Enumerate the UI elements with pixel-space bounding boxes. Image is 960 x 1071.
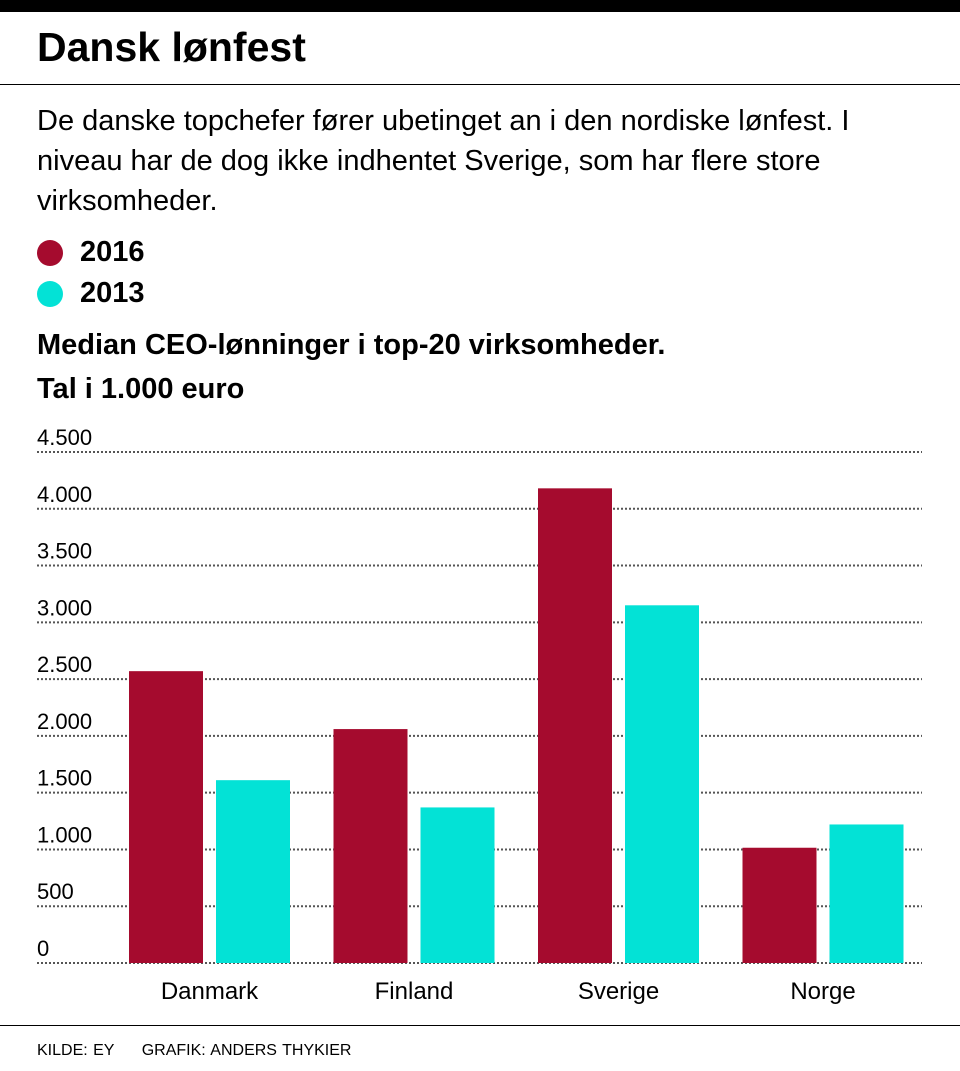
credit: GRAFIK: ANDERS THYKIER (141, 1042, 352, 1059)
page-title: Dansk lønfest (37, 24, 306, 70)
y-tick-label: 0 (37, 936, 49, 961)
x-tick-label: Finland (375, 978, 454, 1005)
bar-2016-norge (742, 847, 817, 963)
y-tick-label: 3.500 (37, 539, 92, 564)
x-tick-label: Norge (790, 978, 855, 1005)
chart-title: Median CEO-lønninger i top-20 virksomhed… (37, 329, 666, 361)
bar-2016-danmark (129, 671, 203, 963)
top-bar (0, 0, 960, 12)
y-tick-label: 500 (37, 879, 74, 904)
bar-2013-sverige (625, 605, 699, 963)
divider (0, 84, 960, 85)
y-tick-label: 4.000 (37, 482, 92, 507)
x-tick-label: Sverige (578, 978, 659, 1005)
y-tick-label: 2.000 (37, 709, 92, 734)
y-tick-label: 2.500 (37, 652, 92, 677)
bar-2016-sverige (538, 488, 612, 963)
legend-item-2016: 2016 (37, 236, 145, 269)
chart-unit: Tal i 1.000 euro (37, 373, 245, 405)
footer-divider (0, 1025, 960, 1026)
legend-dot-2016 (37, 239, 63, 266)
y-tick-label: 1.000 (37, 822, 92, 847)
legend-item-2013: 2013 (37, 277, 145, 310)
y-tick-label: 1.500 (37, 766, 92, 791)
bar-2013-norge (829, 824, 904, 963)
legend-dot-2013 (37, 280, 63, 307)
bar-2016-finland (333, 729, 408, 963)
bar-2013-danmark (216, 780, 290, 963)
source: KILDE: EY (37, 1042, 115, 1059)
subtitle: De danske topchefer fører ubetinget an i… (37, 105, 850, 217)
y-tick-label: 3.000 (37, 595, 92, 620)
legend-label: 2013 (80, 277, 145, 309)
footer: KILDE: EY GRAFIK: ANDERS THYKIER (37, 1042, 351, 1060)
bar-2013-finland (420, 807, 495, 963)
x-tick-label: Danmark (161, 978, 259, 1005)
y-tick-label: 4.500 (37, 425, 92, 450)
legend-label: 2016 (80, 236, 145, 268)
